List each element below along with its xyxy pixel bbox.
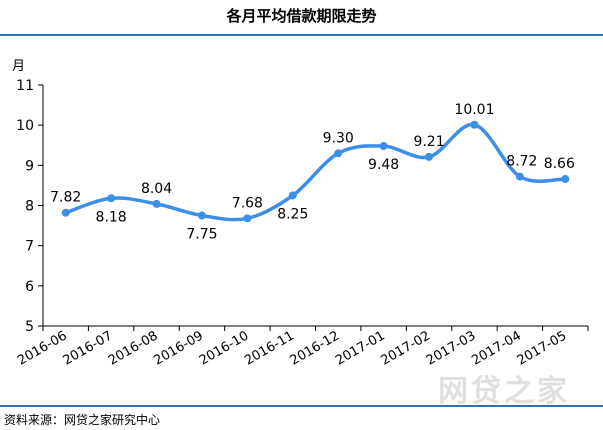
x-tick-label: 2016-07: [61, 328, 116, 368]
x-tick-label: 2017-03: [424, 328, 479, 368]
y-tick-label: 7: [25, 239, 34, 255]
data-label: 9.21: [413, 134, 444, 150]
x-tick-label: 2016-11: [242, 328, 297, 368]
series-line: [63, 123, 568, 222]
chart-title: 各月平均借款期限走势: [226, 7, 377, 25]
data-point: [425, 152, 434, 161]
y-tick-label: 6: [25, 279, 34, 295]
data-label: 10.01: [454, 102, 494, 118]
y-tick-label: 11: [16, 78, 34, 94]
x-tick-label: 2016-08: [106, 328, 161, 368]
y-tick-label: 9: [25, 158, 34, 174]
data-point: [334, 149, 343, 158]
bottom-divider: [0, 405, 603, 407]
data-point: [107, 194, 116, 203]
data-point: [243, 214, 252, 223]
data-point: [470, 120, 479, 129]
data-label: 8.66: [544, 156, 575, 172]
source-note: 资料来源：网贷之家研究中心: [4, 413, 161, 427]
y-axis-unit: 月: [12, 59, 25, 74]
data-point: [561, 174, 570, 183]
data-label: 9.30: [323, 130, 354, 146]
x-tick-label: 2016-10: [197, 328, 252, 368]
data-label: 7.68: [232, 195, 263, 211]
y-tick-label: 8: [25, 199, 34, 215]
watermark-logo: 网贷之家: [438, 374, 570, 409]
x-tick-label: 2016-06: [15, 328, 70, 368]
data-point: [379, 142, 388, 151]
y-tick-label: 10: [16, 118, 34, 134]
top-divider: [0, 34, 603, 36]
data-label: 8.18: [96, 209, 127, 225]
x-tick-label: 2017-04: [469, 328, 524, 368]
data-label: 7.75: [186, 227, 217, 243]
data-point: [515, 172, 524, 181]
data-label: 8.72: [506, 154, 537, 170]
y-tick-label: 5: [25, 319, 34, 335]
x-tick-label: 2017-01: [333, 328, 388, 368]
x-tick-label: 2017-02: [378, 328, 433, 368]
data-label: 7.82: [50, 190, 81, 206]
data-point: [288, 191, 297, 200]
data-point: [197, 211, 206, 220]
data-label: 8.25: [277, 206, 308, 222]
data-label: 8.04: [141, 181, 172, 197]
x-tick-label: 2017-05: [515, 328, 570, 368]
data-point: [61, 208, 70, 217]
data-label: 9.48: [368, 157, 399, 173]
data-point: [152, 199, 161, 208]
x-tick-label: 2016-09: [151, 328, 206, 368]
x-tick-label: 2016-12: [288, 328, 343, 368]
